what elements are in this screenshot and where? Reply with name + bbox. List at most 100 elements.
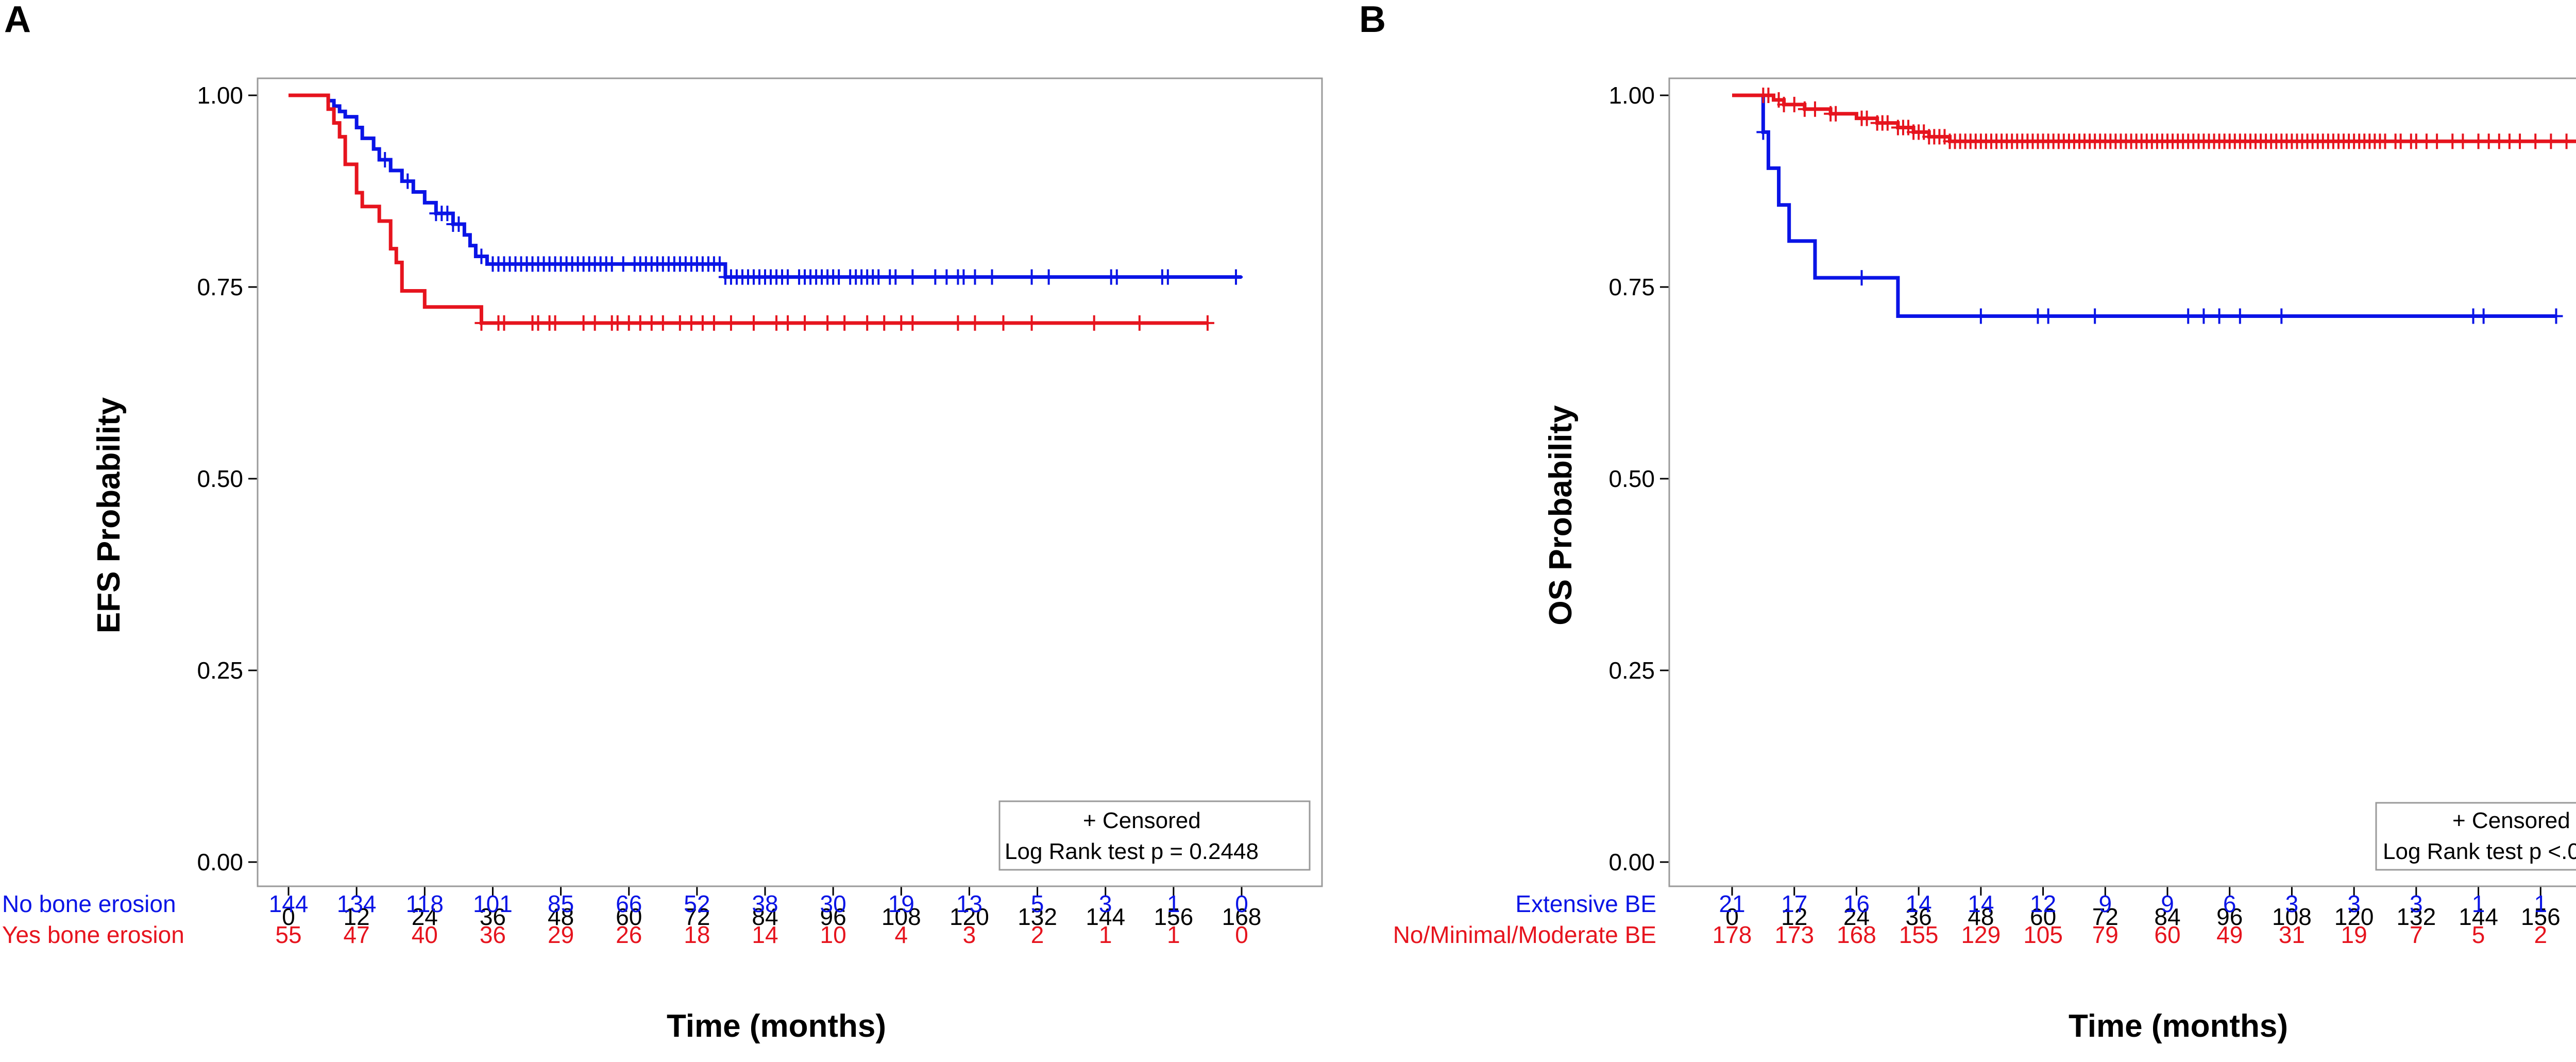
censor-mark	[1855, 270, 1869, 286]
censor-mark	[1880, 115, 1894, 131]
censor-mark	[548, 315, 562, 331]
censor-mark	[838, 315, 852, 331]
at-risk-count: 118	[406, 890, 444, 917]
y-tick-label: 0.75	[1608, 274, 1655, 300]
censor-mark	[894, 315, 908, 331]
at-risk-count: 3	[2285, 890, 2299, 917]
panel-a-risk-label-series-2: Yes bone erosion	[2, 921, 184, 948]
censor-mark	[832, 269, 846, 285]
censor-mark	[781, 269, 795, 285]
at-risk-count: 29	[548, 921, 574, 948]
at-risk-count: 3	[1099, 890, 1112, 917]
y-tick-label: 0.25	[197, 657, 243, 684]
x-tick-label: 120	[950, 903, 989, 930]
censor-mark	[1761, 88, 1775, 103]
censor-mark	[1161, 269, 1175, 285]
km-curve-series-2	[289, 93, 1208, 325]
panel-b-plot-frame	[1668, 77, 2576, 887]
panel-a-axes: 0.000.250.500.751.000 12 24 36 48 60 72 84 96 108…	[197, 82, 1261, 930]
censor-mark	[713, 256, 726, 272]
censor-mark	[1756, 124, 1770, 140]
x-tick-label: 12	[1781, 903, 1807, 930]
at-risk-count: 85	[548, 890, 574, 917]
x-tick-label: 24	[1843, 903, 1870, 930]
panel-a-x-axis-title: Time (months)	[667, 1008, 886, 1044]
x-tick-label: 108	[882, 903, 921, 930]
x-tick-label: 144	[1086, 903, 1125, 930]
x-tick-label: 48	[548, 903, 574, 930]
at-risk-count: 3	[2410, 890, 2423, 917]
at-risk-count: 5	[2472, 921, 2485, 948]
censor-mark	[2513, 133, 2527, 149]
censor-mark	[2549, 308, 2563, 324]
km-curve-series-1	[1732, 93, 2556, 318]
censor-mark	[821, 315, 835, 331]
at-risk-count: 1	[1167, 921, 1180, 948]
panel-a-risk-label-series-1: No bone erosion	[2, 890, 176, 917]
at-risk-count: 36	[480, 921, 506, 948]
censor-mark	[696, 315, 709, 331]
censor-mark	[1229, 269, 1243, 285]
censor-mark	[798, 315, 812, 331]
panel-b-x-axis-title: Time (months)	[2069, 1008, 2288, 1044]
at-risk-count: 14	[1968, 890, 1994, 917]
censor-mark	[633, 315, 647, 331]
censor-mark	[474, 315, 488, 331]
at-risk-count: 7	[2410, 921, 2423, 948]
at-risk-count: 60	[2154, 921, 2180, 948]
censor-mark	[1974, 308, 1988, 324]
censor-mark	[1025, 315, 1039, 331]
at-risk-count: 14	[752, 921, 778, 948]
panel-b-curves	[1732, 88, 2576, 324]
x-tick-label: 96	[820, 903, 846, 930]
x-tick-label: 96	[2216, 903, 2243, 930]
censor-mark	[1042, 269, 1056, 285]
x-tick-label: 12	[344, 903, 370, 930]
at-risk-count: 9	[2161, 890, 2174, 917]
at-risk-count: 129	[1961, 921, 2001, 948]
at-risk-count: 13	[956, 890, 982, 917]
x-tick-label: 144	[2459, 903, 2498, 930]
censor-mark	[1025, 269, 1039, 285]
censor-mark	[770, 315, 784, 331]
panel-b-y-axis-title: OS Probability	[1543, 405, 1579, 626]
censor-mark	[2544, 133, 2558, 149]
at-risk-count: 16	[1843, 890, 1870, 917]
panel-a-risk-table: 144 134 118 101 85 66 52 38 30 19 13 5 3 1 055 47 40 36 29…	[269, 890, 1248, 948]
censor-mark	[452, 216, 466, 232]
panel-a-label: A	[4, 0, 31, 40]
at-risk-count: 17	[1781, 890, 1807, 917]
at-risk-count: 12	[2030, 890, 2056, 917]
x-tick-label: 24	[412, 903, 438, 930]
censor-mark	[1087, 315, 1101, 331]
censor-mark	[401, 173, 415, 189]
censor-mark	[645, 315, 658, 331]
censor-mark	[747, 315, 760, 331]
censor-mark	[951, 315, 965, 331]
x-tick-label: 0	[282, 903, 295, 930]
at-risk-count: 14	[1906, 890, 1932, 917]
x-tick-label: 48	[1968, 903, 1994, 930]
km-curve-series-1	[289, 93, 1242, 279]
at-risk-count: 5	[1031, 890, 1044, 917]
at-risk-count: 144	[269, 890, 309, 917]
at-risk-count: 1	[2534, 890, 2547, 917]
censor-mark	[605, 256, 619, 272]
at-risk-count: 18	[684, 921, 710, 948]
censor-mark	[996, 315, 1010, 331]
censor-mark	[588, 315, 602, 331]
at-risk-count: 79	[2092, 921, 2119, 948]
at-risk-count: 3	[2347, 890, 2361, 917]
at-risk-count: 134	[337, 890, 377, 917]
at-risk-count: 40	[412, 921, 438, 948]
censor-mark	[1787, 96, 1801, 112]
at-risk-count: 31	[2279, 921, 2305, 948]
censor-mark	[2181, 308, 2195, 324]
x-tick-label: 72	[684, 903, 710, 930]
censor-mark	[906, 315, 920, 331]
y-tick-label: 0.75	[197, 274, 243, 300]
panel-b-risk-table: 2117161414129963331101781731681551291057…	[1713, 890, 2547, 948]
censor-mark	[616, 256, 630, 272]
